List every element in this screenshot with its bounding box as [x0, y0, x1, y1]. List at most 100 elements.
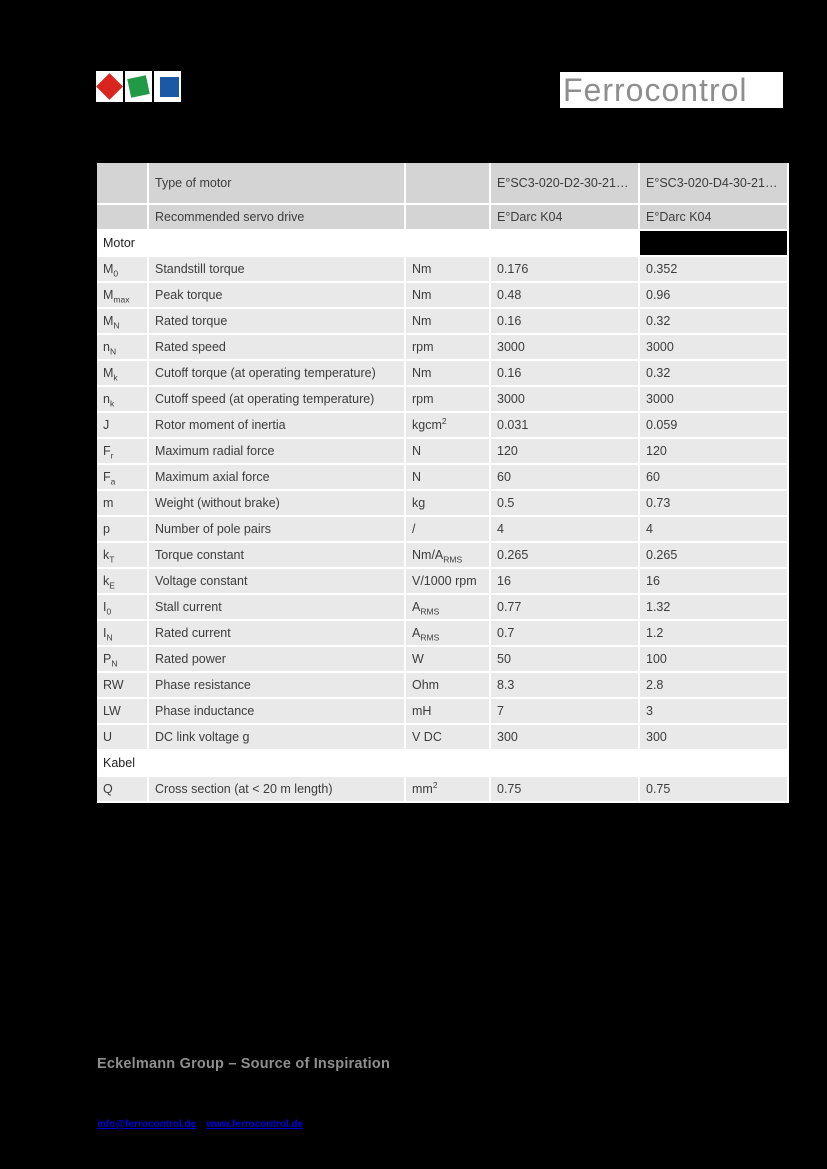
- unit-cell: rpm: [406, 387, 489, 411]
- value-cell-2: 2.8: [640, 673, 787, 697]
- eckelmann-squares-logo: [96, 71, 181, 102]
- description-cell: Cutoff torque (at operating temperature): [149, 361, 404, 385]
- email-link[interactable]: info@ferrocontrol.de: [97, 1119, 197, 1130]
- value-cell-1: 4: [491, 517, 638, 541]
- unit-cell: rpm: [406, 335, 489, 359]
- symbol-cell: Q: [97, 777, 147, 801]
- value-cell-2: 100: [640, 647, 787, 671]
- header-empty-symbol-cell: [97, 163, 147, 203]
- spec-row: IN Rated current ARMS 0.7 1.2: [97, 621, 787, 645]
- description-cell: Stall current: [149, 595, 404, 619]
- symbol-cell: Mmax: [97, 283, 147, 307]
- unit-cell: Nm: [406, 309, 489, 333]
- symbol-cell: PN: [97, 647, 147, 671]
- value-cell-1: 3000: [491, 387, 638, 411]
- section-title: Motor: [97, 231, 638, 255]
- spec-row: M0 Standstill torque Nm 0.176 0.352: [97, 257, 787, 281]
- symbol-cell: kE: [97, 569, 147, 593]
- description-cell: Maximum axial force: [149, 465, 404, 489]
- spec-row: Mmax Peak torque Nm 0.48 0.96: [97, 283, 787, 307]
- logo-tile-green: [125, 71, 152, 102]
- description-cell: Rotor moment of inertia: [149, 413, 404, 437]
- value-cell-1: 120: [491, 439, 638, 463]
- value-cell-2: 0.059: [640, 413, 787, 437]
- symbol-cell: M0: [97, 257, 147, 281]
- unit-cell: kgcm2: [406, 413, 489, 437]
- spec-row: nk Cutoff speed (at operating temperature…: [97, 387, 787, 411]
- spec-row: nN Rated speed rpm 3000 3000: [97, 335, 787, 359]
- footer-links: info@ferrocontrol.de www.ferrocontrol.de: [97, 1119, 313, 1130]
- value-cell-2: 1.2: [640, 621, 787, 645]
- spec-row: Fr Maximum radial force N 120 120: [97, 439, 787, 463]
- website-link[interactable]: www.ferrocontrol.de: [206, 1119, 304, 1130]
- value-cell-2: 0.32: [640, 309, 787, 333]
- spec-row: m Weight (without brake) kg 0.5 0.73: [97, 491, 787, 515]
- description-cell: Rated torque: [149, 309, 404, 333]
- value-cell-1: 0.5: [491, 491, 638, 515]
- description-cell: Rated speed: [149, 335, 404, 359]
- unit-cell: Nm: [406, 257, 489, 281]
- value-cell-2: 60: [640, 465, 787, 489]
- value-cell-1: 300: [491, 725, 638, 749]
- description-cell: Weight (without brake): [149, 491, 404, 515]
- value-cell-1: 3000: [491, 335, 638, 359]
- servo-drive-label: Recommended servo drive: [149, 205, 404, 229]
- value-cell-1: 0.75: [491, 777, 638, 801]
- unit-cell: ARMS: [406, 621, 489, 645]
- servo-drive-row: Recommended servo drive E°Darc K04 E°Dar…: [97, 205, 787, 229]
- servo-drive-1: E°Darc K04: [491, 205, 638, 229]
- value-cell-1: 0.7: [491, 621, 638, 645]
- value-cell-2: 300: [640, 725, 787, 749]
- symbol-cell: U: [97, 725, 147, 749]
- value-cell-2: 0.73: [640, 491, 787, 515]
- spec-row: PN Rated power W 50 100: [97, 647, 787, 671]
- value-cell-2: 3000: [640, 387, 787, 411]
- value-cell-2: 3: [640, 699, 787, 723]
- description-cell: Cutoff speed (at operating temperature): [149, 387, 404, 411]
- symbol-cell: m: [97, 491, 147, 515]
- value-cell-2: 1.32: [640, 595, 787, 619]
- logo-tile-red: [96, 71, 123, 102]
- symbol-cell: Mk: [97, 361, 147, 385]
- red-diamond-icon: [96, 73, 123, 100]
- value-cell-1: 0.77: [491, 595, 638, 619]
- symbol-cell: nk: [97, 387, 147, 411]
- spec-row: RW Phase resistance Ohm 8.3 2.8: [97, 673, 787, 697]
- header-empty-unit-cell: [406, 205, 489, 229]
- value-cell-2: 120: [640, 439, 787, 463]
- symbol-cell: MN: [97, 309, 147, 333]
- unit-cell: Ohm: [406, 673, 489, 697]
- symbol-cell: nN: [97, 335, 147, 359]
- spec-row: Q Cross section (at < 20 m length) mm2 0.75…: [97, 777, 787, 801]
- symbol-cell: J: [97, 413, 147, 437]
- description-cell: Rated current: [149, 621, 404, 645]
- motor-type-1: E°SC3-020-D2-30-21…: [491, 163, 638, 203]
- ferrocontrol-wordmark: Ferrocontrol: [560, 72, 783, 108]
- symbol-cell: Fa: [97, 465, 147, 489]
- symbol-cell: RW: [97, 673, 147, 697]
- green-square-icon: [127, 75, 150, 98]
- type-of-motor-row: Type of motor E°SC3-020-D2-30-21… E°SC3-…: [97, 163, 787, 203]
- description-cell: Phase inductance: [149, 699, 404, 723]
- blue-square-icon: [160, 77, 179, 97]
- spec-row: J Rotor moment of inertia kgcm2 0.031 0.059: [97, 413, 787, 437]
- unit-cell: Nm/ARMS: [406, 543, 489, 567]
- symbol-cell: kT: [97, 543, 147, 567]
- section-row: Kabel: [97, 751, 787, 775]
- value-cell-2: 0.265: [640, 543, 787, 567]
- section-row: Motor: [97, 231, 787, 255]
- value-cell-1: 0.176: [491, 257, 638, 281]
- value-cell-1: 16: [491, 569, 638, 593]
- unit-cell: V DC: [406, 725, 489, 749]
- value-cell-1: 7: [491, 699, 638, 723]
- value-cell-1: 8.3: [491, 673, 638, 697]
- description-cell: Standstill torque: [149, 257, 404, 281]
- value-cell-2: 0.75: [640, 777, 787, 801]
- spec-row: kE Voltage constant V/1000 rpm 16 16: [97, 569, 787, 593]
- symbol-cell: Fr: [97, 439, 147, 463]
- value-cell-2: 3000: [640, 335, 787, 359]
- header-empty-symbol-cell: [97, 205, 147, 229]
- description-cell: Phase resistance: [149, 673, 404, 697]
- description-cell: Voltage constant: [149, 569, 404, 593]
- unit-cell: /: [406, 517, 489, 541]
